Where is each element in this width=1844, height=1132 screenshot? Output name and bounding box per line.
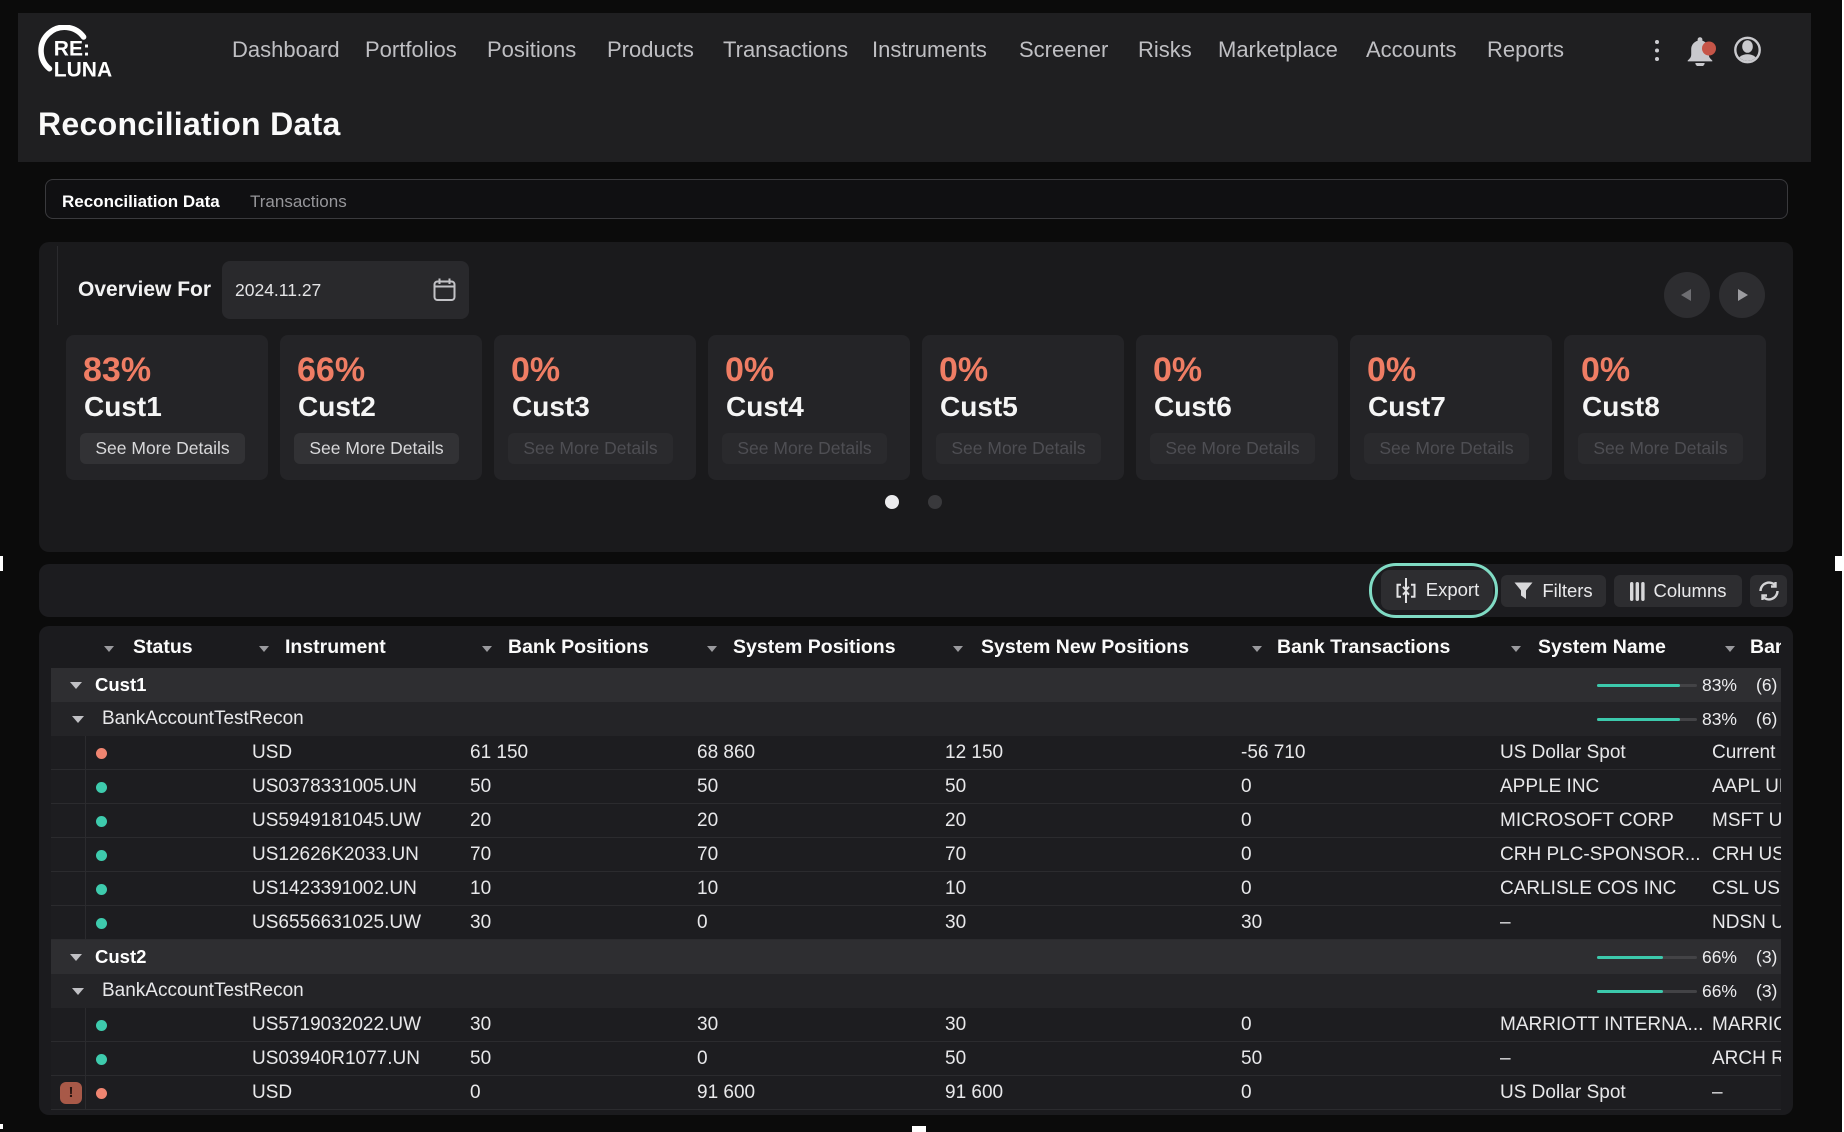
svg-text:RE:: RE:	[54, 38, 90, 61]
svg-text:LUNA: LUNA	[54, 59, 112, 82]
